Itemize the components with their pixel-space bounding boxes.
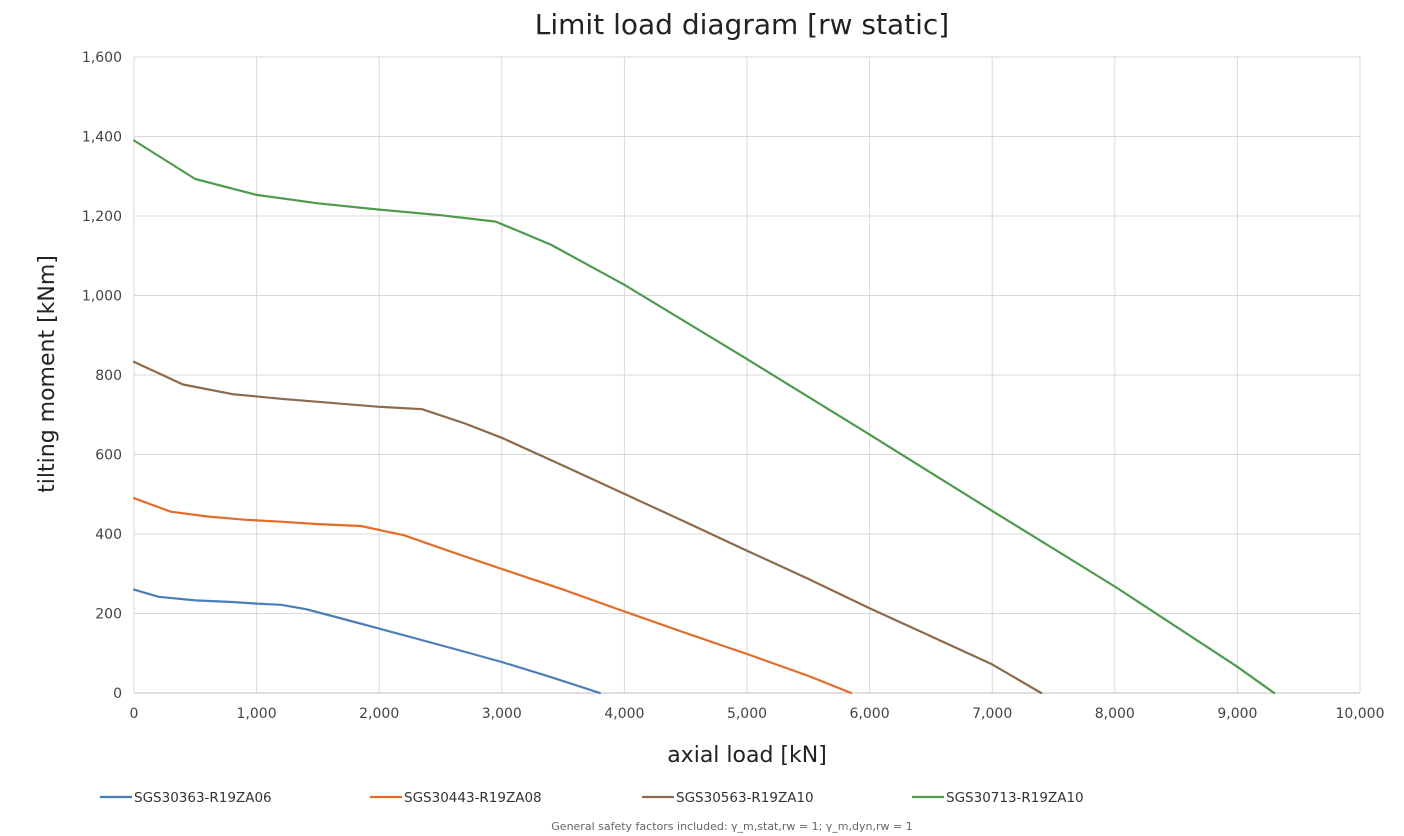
- y-tick-label: 200: [95, 607, 122, 623]
- y-tick-label: 400: [95, 527, 122, 543]
- x-tick-label: 9,000: [1217, 706, 1257, 722]
- series-line-SGS30713-R19ZA10: [132, 139, 1276, 695]
- x-axis-title: axial load [kN]: [667, 743, 827, 768]
- legend-item: SGS30363-R19ZA06: [100, 790, 272, 806]
- legend: SGS30363-R19ZA06 SGS30443-R19ZA08 SGS30563…: [100, 790, 1084, 806]
- x-tick-label: 8,000: [1095, 706, 1135, 722]
- x-tick-label: 0: [130, 706, 139, 722]
- y-tick-label: 1,600: [82, 50, 122, 66]
- y-tick-label: 1,000: [82, 289, 122, 305]
- x-tick-label: 7,000: [972, 706, 1012, 722]
- series-line-SGS30443-R19ZA08: [132, 497, 853, 695]
- chart-title: Limit load diagram [rw static]: [535, 8, 949, 41]
- series-line-SGS30563-R19ZA10: [132, 360, 1043, 695]
- y-tick-label: 0: [113, 686, 122, 702]
- x-tick-label: 1,000: [237, 706, 277, 722]
- y-tick-label: 1,200: [82, 209, 122, 225]
- grid-lines: [133, 56, 1361, 694]
- x-tick-label: 6,000: [850, 706, 890, 722]
- y-tick-label: 1,400: [82, 130, 122, 146]
- x-tick-label: 4,000: [604, 706, 644, 722]
- x-tick-label: 3,000: [482, 706, 522, 722]
- y-axis-title: tilting moment [kNm]: [35, 255, 60, 493]
- legend-item: SGS30713-R19ZA10: [912, 790, 1084, 806]
- x-tick-label: 5,000: [727, 706, 767, 722]
- legend-label: SGS30443-R19ZA08: [404, 790, 542, 806]
- axes: 0 1,000 2,000 3,000 4,000 5,000 6,000 7,000 8,00…: [82, 50, 1385, 722]
- series-line-SGS30363-R19ZA06: [132, 588, 602, 695]
- footnote: General safety factors included: γ_m,sta…: [551, 820, 912, 833]
- x-tick-label: 10,000: [1336, 706, 1385, 722]
- series-lines: [132, 139, 1276, 695]
- legend-label: SGS30363-R19ZA06: [134, 790, 272, 806]
- y-tick-label: 600: [95, 448, 122, 464]
- x-tick-label: 2,000: [359, 706, 399, 722]
- legend-item: SGS30563-R19ZA10: [642, 790, 814, 806]
- legend-label: SGS30713-R19ZA10: [946, 790, 1084, 806]
- legend-label: SGS30563-R19ZA10: [676, 790, 814, 806]
- y-tick-label: 800: [95, 368, 122, 384]
- legend-item: SGS30443-R19ZA08: [370, 790, 542, 806]
